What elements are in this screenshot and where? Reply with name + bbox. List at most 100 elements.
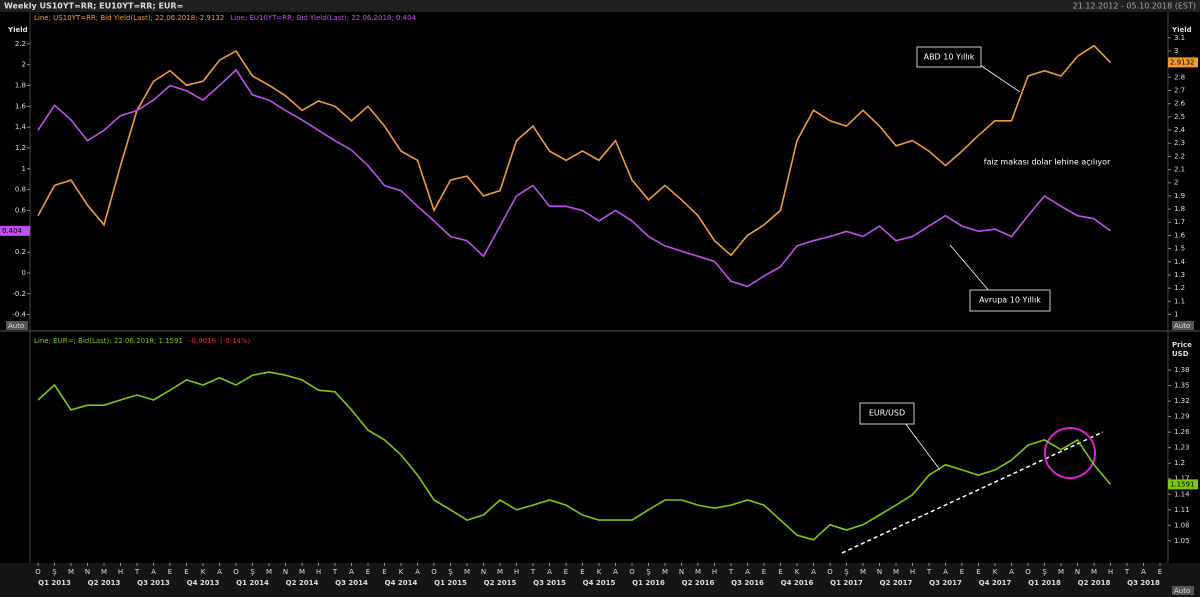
y-axis-title: Price: [1172, 341, 1192, 349]
y-tick-label: 0.8: [15, 186, 26, 194]
x-tick-label: H: [514, 568, 519, 576]
y-tick-label: -0.4: [12, 311, 26, 319]
y-tick-label: 1.23: [1174, 444, 1190, 452]
x-tick-label: M: [266, 568, 272, 576]
x-tick-label: E: [168, 568, 172, 576]
legend-change-pct: (-0.14%): [220, 337, 250, 345]
series-line: [37, 371, 1112, 541]
x-tick-label: T: [1124, 568, 1130, 576]
x-tick-label: M: [101, 568, 107, 576]
x-quarter-label: Q2 2018: [1078, 579, 1111, 587]
y2-tick-label: 1.8: [1174, 205, 1185, 213]
auto-button-label[interactable]: Auto: [8, 322, 24, 330]
x-tick-label: Ş: [646, 568, 651, 576]
header-bar: [0, 0, 1200, 12]
y2-tick-label: 3.1: [1174, 34, 1185, 42]
x-quarter-label: Q4 2016: [781, 579, 814, 587]
x-quarter-label: Q4 2017: [979, 579, 1012, 587]
x-tick-label: A: [217, 568, 222, 576]
x-quarter-label: Q3 2014: [335, 579, 368, 587]
callout-line: [904, 422, 941, 471]
y-tick-label: 0.6: [15, 206, 27, 214]
y-tick-label: 1.32: [1174, 397, 1190, 405]
x-tick-label: E: [382, 568, 386, 576]
x-tick-label: M: [68, 568, 74, 576]
date-range: 21.12.2012 - 05.10.2018 (EST): [1073, 2, 1196, 11]
x-tick-label: N: [481, 568, 486, 576]
x-tick-label: A: [943, 568, 948, 576]
x-tick-label: H: [316, 568, 321, 576]
trend-line: [841, 431, 1104, 554]
x-tick-label: Ş: [448, 568, 453, 576]
y-tick-label: 1.2: [1174, 459, 1185, 467]
x-tick-label: A: [349, 568, 354, 576]
x-tick-label: E: [778, 568, 782, 576]
last-value-box: [1168, 57, 1198, 68]
y-tick-label: 1.05: [1174, 537, 1190, 545]
x-quarter-label: Q1 2018: [1028, 579, 1061, 587]
annotation: Avrupa 10 Yıllık: [979, 296, 1041, 305]
x-tick-label: A: [1009, 568, 1014, 576]
x-tick-label: A: [1141, 568, 1146, 576]
x-tick-label: M: [1091, 568, 1097, 576]
x-quarter-label: Q4 2014: [385, 579, 418, 587]
x-quarter-label: Q4 2013: [187, 579, 220, 587]
x-tick-label: A: [613, 568, 618, 576]
y-tick-label: 1.8: [15, 82, 26, 90]
y2-tick-label: 1.5: [1174, 245, 1185, 253]
y-tick-label: 1.17: [1174, 475, 1190, 483]
last-value-box: [1168, 479, 1198, 490]
legend-entry: Line; US10YT=RR; Bid Yield(Last); 22.06.…: [34, 14, 224, 22]
y2-tick-label: 2.8: [1174, 73, 1185, 81]
x-tick-label: M: [464, 568, 470, 576]
legend-entry: Line; EU10YT=RR; Bid Yield(Last); 22.06.…: [230, 14, 416, 22]
y2-tick-label: 2.5: [1174, 113, 1185, 121]
y-tick-label: 2: [22, 61, 26, 69]
y2-tick-label: 2.4: [1174, 126, 1186, 134]
auto-button-label[interactable]: Auto: [1174, 587, 1190, 595]
y-tick-label: 1.6: [15, 102, 27, 110]
x-tick-label: O: [1025, 568, 1031, 576]
x-tick-label: A: [151, 568, 156, 576]
x-quarter-label: Q3 2013: [137, 579, 170, 587]
x-tick-label: O: [35, 568, 41, 576]
x-tick-label: K: [399, 568, 404, 576]
x-tick-label: N: [1075, 568, 1080, 576]
y-tick-label: 1: [22, 165, 26, 173]
x-tick-label: Ş: [52, 568, 57, 576]
last-value-label: 1.1591: [1170, 480, 1195, 488]
y2-tick-label: 2.3: [1174, 139, 1185, 147]
x-quarter-label: Q2 2015: [484, 579, 517, 587]
annotation: EUR/USD: [869, 409, 905, 418]
x-tick-label: H: [910, 568, 915, 576]
y-tick-label: 0.2: [15, 248, 26, 256]
x-tick-label: E: [564, 568, 568, 576]
x-tick-label: M: [695, 568, 701, 576]
x-tick-label: N: [85, 568, 90, 576]
x-tick-label: N: [283, 568, 288, 576]
y2-tick-label: 1.3: [1174, 271, 1185, 279]
x-quarter-label: Q3 2018: [1127, 579, 1160, 587]
x-tick-label: H: [712, 568, 717, 576]
auto-button[interactable]: [6, 321, 28, 330]
y-tick-label: 2.2: [15, 40, 26, 48]
auto-button[interactable]: [1172, 586, 1194, 595]
callout-line: [979, 64, 1021, 93]
x-tick-label: A: [547, 568, 552, 576]
x-tick-label: K: [993, 568, 998, 576]
x-quarter-label: Q3 2017: [929, 579, 962, 587]
y2-tick-label: 1.6: [1174, 231, 1186, 239]
series-line: [37, 68, 1111, 288]
x-tick-label: Ş: [250, 568, 255, 576]
x-tick-label: E: [184, 568, 188, 576]
x-tick-label: N: [679, 568, 684, 576]
auto-button[interactable]: [1172, 321, 1194, 330]
x-tick-label: K: [795, 568, 800, 576]
y2-tick-label: 2.7: [1174, 87, 1185, 95]
auto-button-label[interactable]: Auto: [1174, 322, 1190, 330]
last-value-box: [0, 225, 30, 236]
x-quarter-label: Q1 2016: [632, 579, 665, 587]
header-title: Weekly US10YT=RR; EU10YT=RR; EUR=: [4, 2, 183, 11]
last-value-label: 2.9132: [1170, 58, 1195, 66]
